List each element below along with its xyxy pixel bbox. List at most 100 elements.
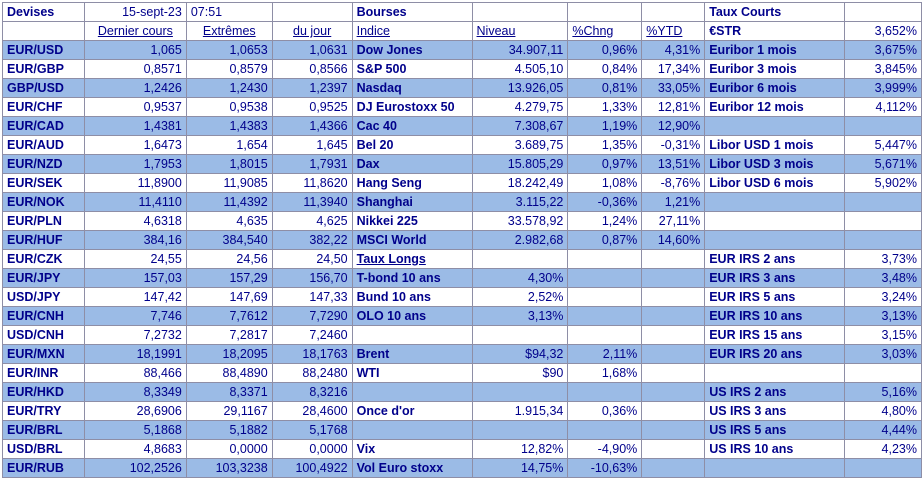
low-price: 100,4922 [271, 458, 353, 478]
table-row: EUR/MXN 18,1991 18,2095 18,1763 Brent $94,32 2… [2, 344, 922, 364]
bourses-label: Bourses [351, 2, 473, 22]
index-name: WTI [351, 363, 473, 383]
index-change: 0,96% [567, 40, 643, 60]
currency-pair: EUR/AUD [2, 135, 85, 155]
low-price: 1,7931 [271, 154, 353, 174]
low-price: 7,2460 [271, 325, 353, 345]
index-ytd: 1,21% [641, 192, 706, 212]
index-change: 0,81% [567, 78, 643, 98]
high-price: 8,3371 [185, 382, 273, 402]
low-price: 382,22 [271, 230, 353, 250]
rate-name [704, 116, 846, 136]
rate-value [844, 211, 922, 231]
high-price: 29,1167 [185, 401, 273, 421]
low-price: 18,1763 [271, 344, 353, 364]
low-price: 88,2480 [271, 363, 353, 383]
table-row: EUR/HKD 8,3349 8,3371 8,3216 US IRS 2 ans 5,1… [2, 382, 922, 402]
high-price: 157,29 [185, 268, 273, 288]
last-price: 7,2732 [83, 325, 187, 345]
index-change: 1,08% [567, 173, 643, 193]
table-row: EUR/INR 88,466 88,4890 88,2480 WTI $90 1,68% [2, 363, 922, 383]
index-name: Brent [351, 344, 473, 364]
empty-cell [471, 2, 569, 22]
high-price: 0,8579 [185, 59, 273, 79]
index-level: 12,82% [471, 439, 569, 459]
rate-value [844, 363, 922, 383]
low-price: 7,7290 [271, 306, 353, 326]
table-row: EUR/USD 1,065 1,0653 1,0631 Dow Jones 34.907,… [2, 40, 922, 60]
rate-value: 4,44% [844, 420, 922, 440]
dernier-cours-header: Dernier cours [83, 21, 187, 41]
rate-value: 3,999% [844, 78, 922, 98]
table-row: EUR/GBP 0,8571 0,8579 0,8566 S&P 500 4.505,10… [2, 59, 922, 79]
low-price: 11,8620 [271, 173, 353, 193]
high-price: 88,4890 [185, 363, 273, 383]
currency-pair: USD/BRL [2, 439, 85, 459]
index-name: Once d'or [351, 401, 473, 421]
rate-name [704, 211, 846, 231]
rate-value: 4,23% [844, 439, 922, 459]
rate-name: US IRS 3 ans [704, 401, 846, 421]
index-level: 4,30% [471, 268, 569, 288]
index-ytd: 13,51% [641, 154, 706, 174]
header-row: Devises 15-sept-23 07:51 Bourses Taux Co… [2, 2, 922, 22]
index-level: 18.242,49 [471, 173, 569, 193]
high-price: 384,540 [185, 230, 273, 250]
index-ytd: -0,31% [641, 135, 706, 155]
index-level: 1.915,34 [471, 401, 569, 421]
index-ytd [641, 287, 706, 307]
last-price: 1,065 [83, 40, 187, 60]
low-price: 156,70 [271, 268, 353, 288]
index-change: 0,36% [567, 401, 643, 421]
last-price: 5,1868 [83, 420, 187, 440]
low-price: 1,0631 [271, 40, 353, 60]
devises-label: Devises [2, 2, 85, 22]
rate-name [704, 458, 846, 478]
index-level: 4.505,10 [471, 59, 569, 79]
table-row: EUR/CAD 1,4381 1,4383 1,4366 Cac 40 7.308,67 1… [2, 116, 922, 136]
rate-name: EUR IRS 2 ans [704, 249, 846, 269]
table-row: EUR/HUF 384,16 384,540 382,22 MSCI World 2.98… [2, 230, 922, 250]
table-row: EUR/CNH 7,746 7,7612 7,7290 OLO 10 ans 3,13% E… [2, 306, 922, 326]
last-price: 18,1991 [83, 344, 187, 364]
date-value: 15-sept-23 [83, 2, 187, 22]
rate-name: Libor USD 6 mois [704, 173, 846, 193]
index-name: Nikkei 225 [351, 211, 473, 231]
low-price: 5,1768 [271, 420, 353, 440]
currency-pair: EUR/PLN [2, 211, 85, 231]
rate-name: US IRS 10 ans [704, 439, 846, 459]
empty-cell [844, 2, 922, 22]
index-level: 33.578,92 [471, 211, 569, 231]
currency-pair: EUR/MXN [2, 344, 85, 364]
low-price: 1,4366 [271, 116, 353, 136]
index-level: 34.907,11 [471, 40, 569, 60]
high-price: 1,8015 [185, 154, 273, 174]
empty-cell [567, 2, 643, 22]
chng-header: %Chng [567, 21, 643, 41]
index-level [471, 382, 569, 402]
last-price: 7,746 [83, 306, 187, 326]
index-change: -10,63% [567, 458, 643, 478]
index-ytd [641, 420, 706, 440]
high-price: 1,654 [185, 135, 273, 155]
index-ytd [641, 382, 706, 402]
index-name: T-bond 10 ans [351, 268, 473, 288]
table-row: USD/JPY 147,42 147,69 147,33 Bund 10 ans 2,52… [2, 287, 922, 307]
index-name: Taux Longs [351, 249, 473, 269]
last-price: 102,2526 [83, 458, 187, 478]
index-change: -0,36% [567, 192, 643, 212]
rate-name: Libor USD 1 mois [704, 135, 846, 155]
rate-name: Euribor 3 mois [704, 59, 846, 79]
low-price: 8,3216 [271, 382, 353, 402]
high-price: 0,9538 [185, 97, 273, 117]
index-name: Nasdaq [351, 78, 473, 98]
subheader-row: Dernier cours Extrêmes du jour Indice Ni… [2, 21, 922, 41]
last-price: 0,9537 [83, 97, 187, 117]
rate-name: Euribor 6 mois [704, 78, 846, 98]
table-row: EUR/SEK 11,8900 11,9085 11,8620 Hang Seng 18.… [2, 173, 922, 193]
index-name: Vol Euro stoxx [351, 458, 473, 478]
index-level: 14,75% [471, 458, 569, 478]
currency-pair: EUR/CZK [2, 249, 85, 269]
index-name: S&P 500 [351, 59, 473, 79]
index-level: 4.279,75 [471, 97, 569, 117]
